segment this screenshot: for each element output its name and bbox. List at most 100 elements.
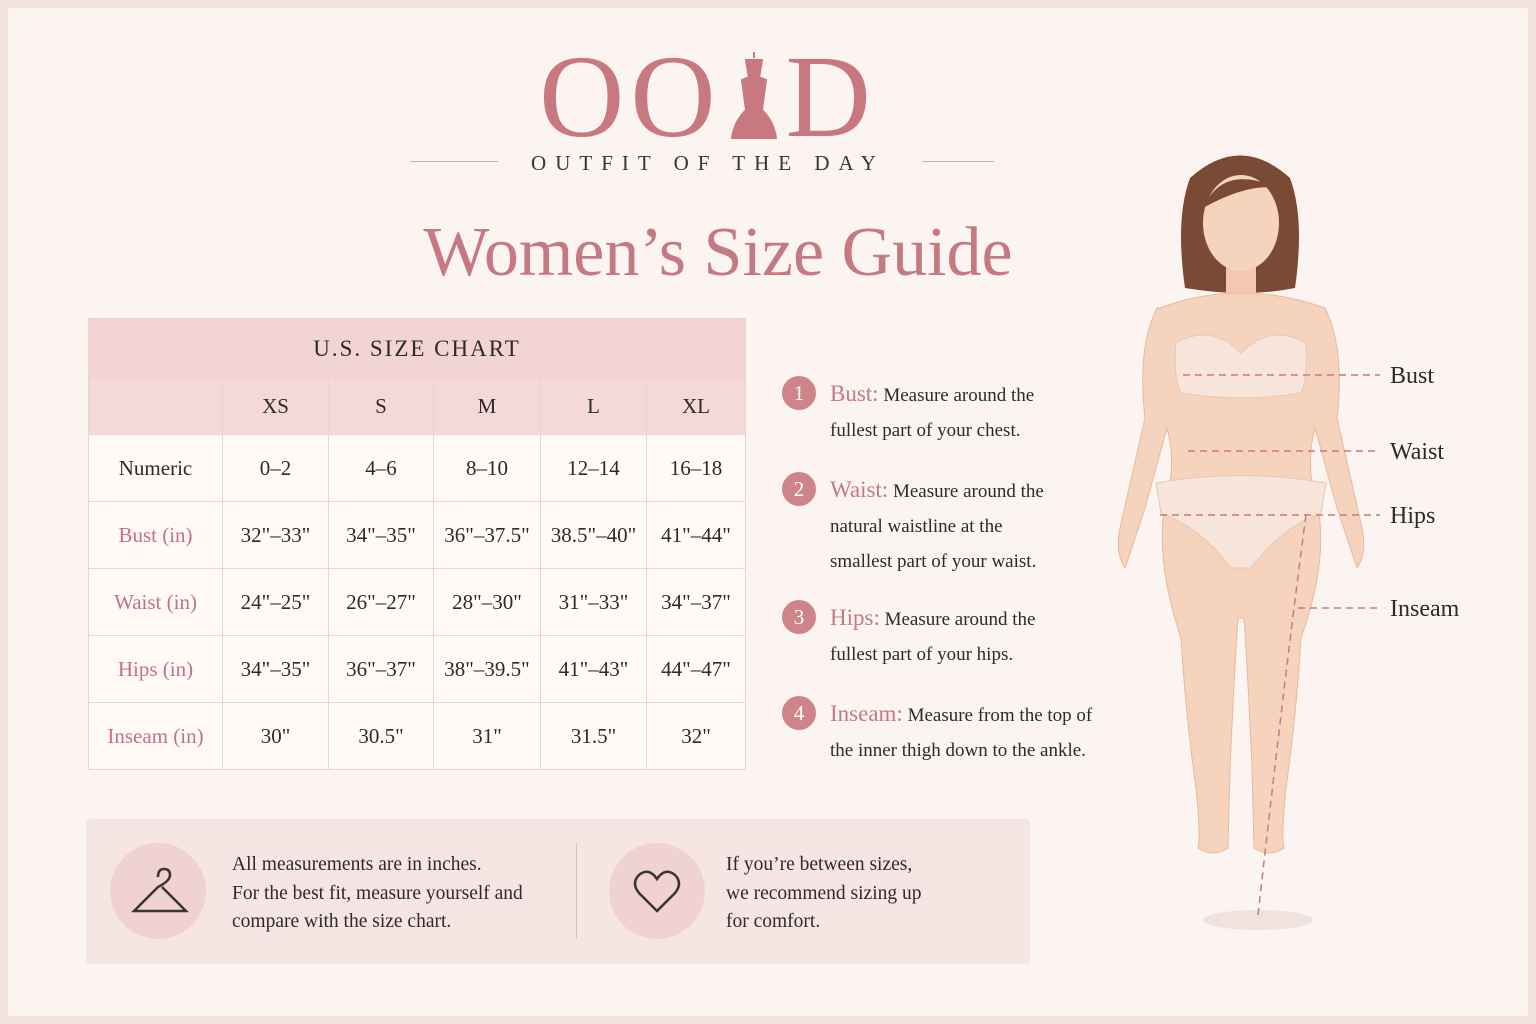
column-label: M	[433, 378, 541, 435]
table-row: Bust (in) 32"–33" 34"–35" 36"–37.5" 38.5"–40…	[88, 501, 746, 569]
step-line: smallest part of your waist.	[830, 551, 1037, 572]
table-row: Numeric 0–2 4–6 8–10 12–14 16–18	[88, 434, 746, 502]
figure-illustration	[1117, 155, 1365, 930]
logo-right: D	[785, 31, 877, 162]
size-cell: 26"–27"	[328, 568, 434, 636]
table-row: Hips (in) 34"–35" 36"–37" 38"–39.5" 41"–43" 4…	[88, 635, 746, 703]
table-row: Inseam (in) 30" 30.5" 31" 31.5" 32"	[88, 702, 746, 770]
size-cell: 38.5"–40"	[540, 501, 647, 569]
step: 2 Waist: Measure around the natural waistl…	[782, 472, 1142, 579]
step-text: Inseam: Measure from the top of the inner…	[830, 696, 1142, 768]
row-label: Numeric	[88, 434, 223, 502]
column-header: XS S M L XL	[88, 378, 746, 435]
divider	[410, 161, 498, 162]
size-cell: 36"–37.5"	[433, 501, 541, 569]
size-cell: 41"–44"	[646, 501, 746, 569]
step-number: 3	[782, 600, 816, 634]
divider	[922, 161, 994, 162]
note-line: we recommend sizing up	[726, 882, 922, 904]
size-cell: 24"–25"	[222, 568, 329, 636]
size-cell: 32"	[646, 702, 746, 770]
table-row: Waist (in) 24"–25" 26"–27" 28"–30" 31"–33" 34…	[88, 568, 746, 636]
size-cell: 0–2	[222, 434, 329, 502]
step-number: 4	[782, 696, 816, 730]
size-cell: 41"–43"	[540, 635, 647, 703]
step-text: Bust: Measure around the fullest part of …	[830, 376, 1142, 448]
step-name: Hips:	[830, 605, 880, 630]
figure-label: Inseam	[1390, 596, 1460, 622]
step-name: Bust:	[830, 381, 879, 406]
size-cell: 8–10	[433, 434, 541, 502]
size-cell: 36"–37"	[328, 635, 434, 703]
size-cell: 30"	[222, 702, 329, 770]
note-line: For the best fit, measure yourself and	[232, 882, 523, 904]
step-line: Measure around the	[883, 385, 1035, 406]
size-cell: 31"	[433, 702, 541, 770]
step-text: Hips: Measure around the fullest part of …	[830, 600, 1142, 672]
row-label: Inseam (in)	[88, 702, 223, 770]
step-line: fullest part of your chest.	[830, 420, 1021, 441]
figure-label: Hips	[1390, 503, 1435, 529]
step: 4 Inseam: Measure from the top of the inne…	[782, 696, 1142, 768]
step: 1 Bust: Measure around the fullest part of…	[782, 376, 1142, 448]
note: All measurements are in inches. For the b…	[232, 851, 523, 937]
note-line: If you’re between sizes,	[726, 854, 913, 875]
dress-icon	[730, 52, 777, 139]
step-line: natural waistline at the	[830, 516, 1003, 537]
size-cell: 16–18	[646, 434, 746, 502]
size-cell: 28"–30"	[433, 568, 541, 636]
size-cell: 38"–39.5"	[433, 635, 541, 703]
heart-icon-bg	[609, 843, 705, 939]
step-line: the inner thigh down to the ankle.	[830, 740, 1086, 761]
size-cell: 34"–35"	[328, 501, 434, 569]
step-line: fullest part of your hips.	[830, 644, 1014, 665]
figure-label: Waist	[1390, 439, 1444, 465]
row-label: Hips (in)	[88, 635, 223, 703]
note-line: compare with the size chart.	[232, 911, 452, 932]
size-cell: 32"–33"	[222, 501, 329, 569]
note-line: All measurements are in inches.	[232, 854, 482, 875]
step-line: Measure around the	[892, 481, 1044, 502]
logo-left: OO	[539, 31, 722, 162]
figure: Bust Waist Hips Inseam	[1117, 155, 1460, 930]
column-label: XL	[646, 378, 746, 435]
step-name: Inseam:	[830, 701, 903, 726]
corner-cell	[88, 378, 223, 435]
size-cell: 4–6	[328, 434, 434, 502]
step-name: Waist:	[830, 477, 889, 502]
step-line: Measure around the	[884, 609, 1036, 630]
notes-divider	[576, 843, 577, 939]
size-table: U.S. SIZE CHART XS S M L XL Numeric 0–2 4–6 8–1…	[88, 318, 746, 770]
step-number: 2	[782, 472, 816, 506]
size-cell: 31.5"	[540, 702, 647, 770]
column-label: L	[540, 378, 647, 435]
size-cell: 34"–35"	[222, 635, 329, 703]
row-label: Waist (in)	[88, 568, 223, 636]
size-cell: 34"–37"	[646, 568, 746, 636]
size-cell: 12–14	[540, 434, 647, 502]
tagline: OUTFIT OF THE DAY	[531, 151, 885, 175]
canvas: OO D OUTFIT OF THE DAY Women’s Size Guide…	[8, 8, 1528, 1016]
step-text: Waist: Measure around the natural waistli…	[830, 472, 1142, 579]
heart-icon	[633, 870, 681, 913]
row-label: Bust (in)	[88, 501, 223, 569]
inseam-line	[1257, 514, 1307, 916]
note-line: for comfort.	[726, 911, 821, 932]
title: Women’s Size Guide	[423, 214, 1013, 291]
step-line: Measure from the top of	[907, 705, 1093, 726]
table-title: U.S. SIZE CHART	[88, 318, 746, 379]
notes-panel: All measurements are in inches. For the b…	[86, 819, 1030, 964]
size-cell: 31"–33"	[540, 568, 647, 636]
hanger-icon-bg	[110, 843, 206, 939]
logo: OO D	[8, 38, 1408, 156]
size-cell: 30.5"	[328, 702, 434, 770]
figure-label: Bust	[1390, 363, 1434, 389]
column-label: S	[328, 378, 434, 435]
note: If you’re between sizes, we recommend siz…	[726, 851, 922, 937]
step: 3 Hips: Measure around the fullest part of…	[782, 600, 1142, 672]
column-label: XS	[222, 378, 329, 435]
step-number: 1	[782, 376, 816, 410]
size-cell: 44"–47"	[646, 635, 746, 703]
hanger-icon	[130, 867, 190, 913]
